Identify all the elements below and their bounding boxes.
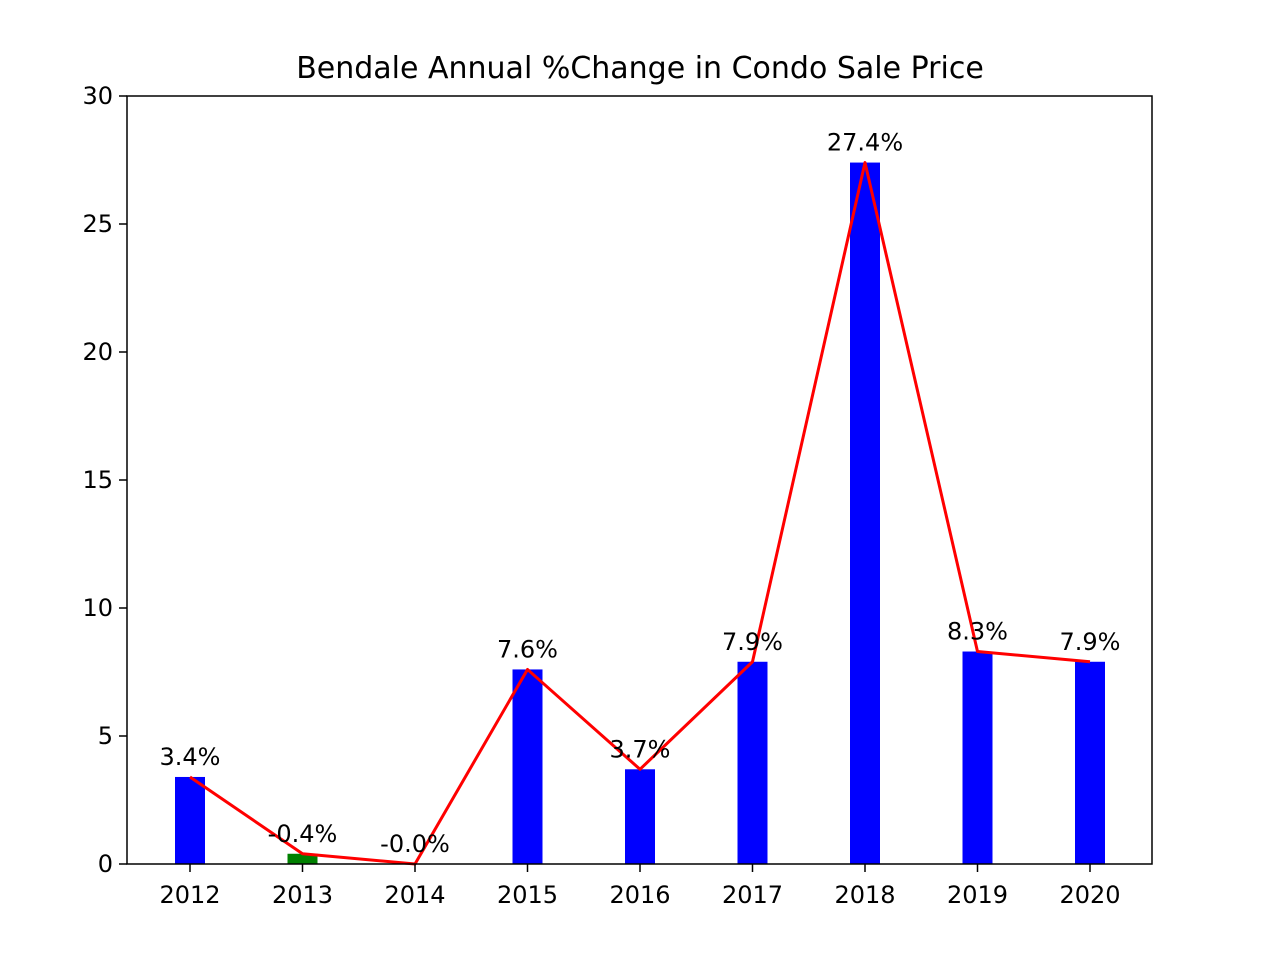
- x-tick-label-2018: 2018: [834, 881, 895, 909]
- x-tick-label-2014: 2014: [384, 881, 445, 909]
- bar-2013: [287, 853, 318, 864]
- x-tick-label-2016: 2016: [609, 881, 670, 909]
- bar-2020: [1075, 661, 1105, 864]
- bar-2018: [850, 162, 880, 864]
- trend-line-layer: [189, 161, 1091, 866]
- data-label-2020: 7.9%: [1060, 628, 1121, 656]
- data-label-2013: -0.4%: [268, 820, 338, 848]
- bar-2016: [625, 769, 655, 864]
- x-axis: 2012 2013 2014 2015 2016 2017 2018 2019 2020: [159, 864, 1121, 909]
- x-tick-label-2012: 2012: [159, 881, 220, 909]
- bar-2012: [175, 776, 205, 864]
- chart-title: Bendale Annual %Change in Condo Sale Pri…: [296, 51, 984, 86]
- y-tick-label-15: 15: [82, 466, 113, 494]
- y-tick-label-10: 10: [82, 594, 113, 622]
- y-tick-label-25: 25: [82, 210, 113, 238]
- data-labels: 3.4% -0.4% -0.0% 7.6% 3.7% 7.9% 27.4% 8.3% 7.9%: [160, 129, 1121, 858]
- data-label-2014: -0.0%: [380, 830, 450, 858]
- y-tick-label-0: 0: [98, 850, 113, 878]
- x-tick-label-2017: 2017: [722, 881, 783, 909]
- x-tick-label-2019: 2019: [947, 881, 1008, 909]
- data-label-2015: 7.6%: [497, 635, 558, 663]
- bar-2017: [737, 661, 768, 864]
- y-tick-label-20: 20: [82, 338, 113, 366]
- data-label-2017: 7.9%: [722, 628, 783, 656]
- data-label-2012: 3.4%: [160, 743, 221, 771]
- y-axis: 0 5 10 15 20 25 30: [82, 82, 127, 878]
- data-label-2016: 3.7%: [610, 735, 671, 763]
- data-label-2018: 27.4%: [827, 129, 903, 157]
- bars: [175, 162, 1105, 864]
- x-tick-label-2020: 2020: [1059, 881, 1120, 909]
- x-tick-label-2013: 2013: [272, 881, 333, 909]
- y-tick-label-5: 5: [98, 722, 113, 750]
- data-label-2019: 8.3%: [947, 618, 1008, 646]
- bar-2015: [512, 669, 543, 864]
- bar-2019: [962, 651, 993, 864]
- trend-line: [189, 161, 1091, 866]
- x-tick-label-2015: 2015: [497, 881, 558, 909]
- y-tick-label-30: 30: [82, 82, 113, 110]
